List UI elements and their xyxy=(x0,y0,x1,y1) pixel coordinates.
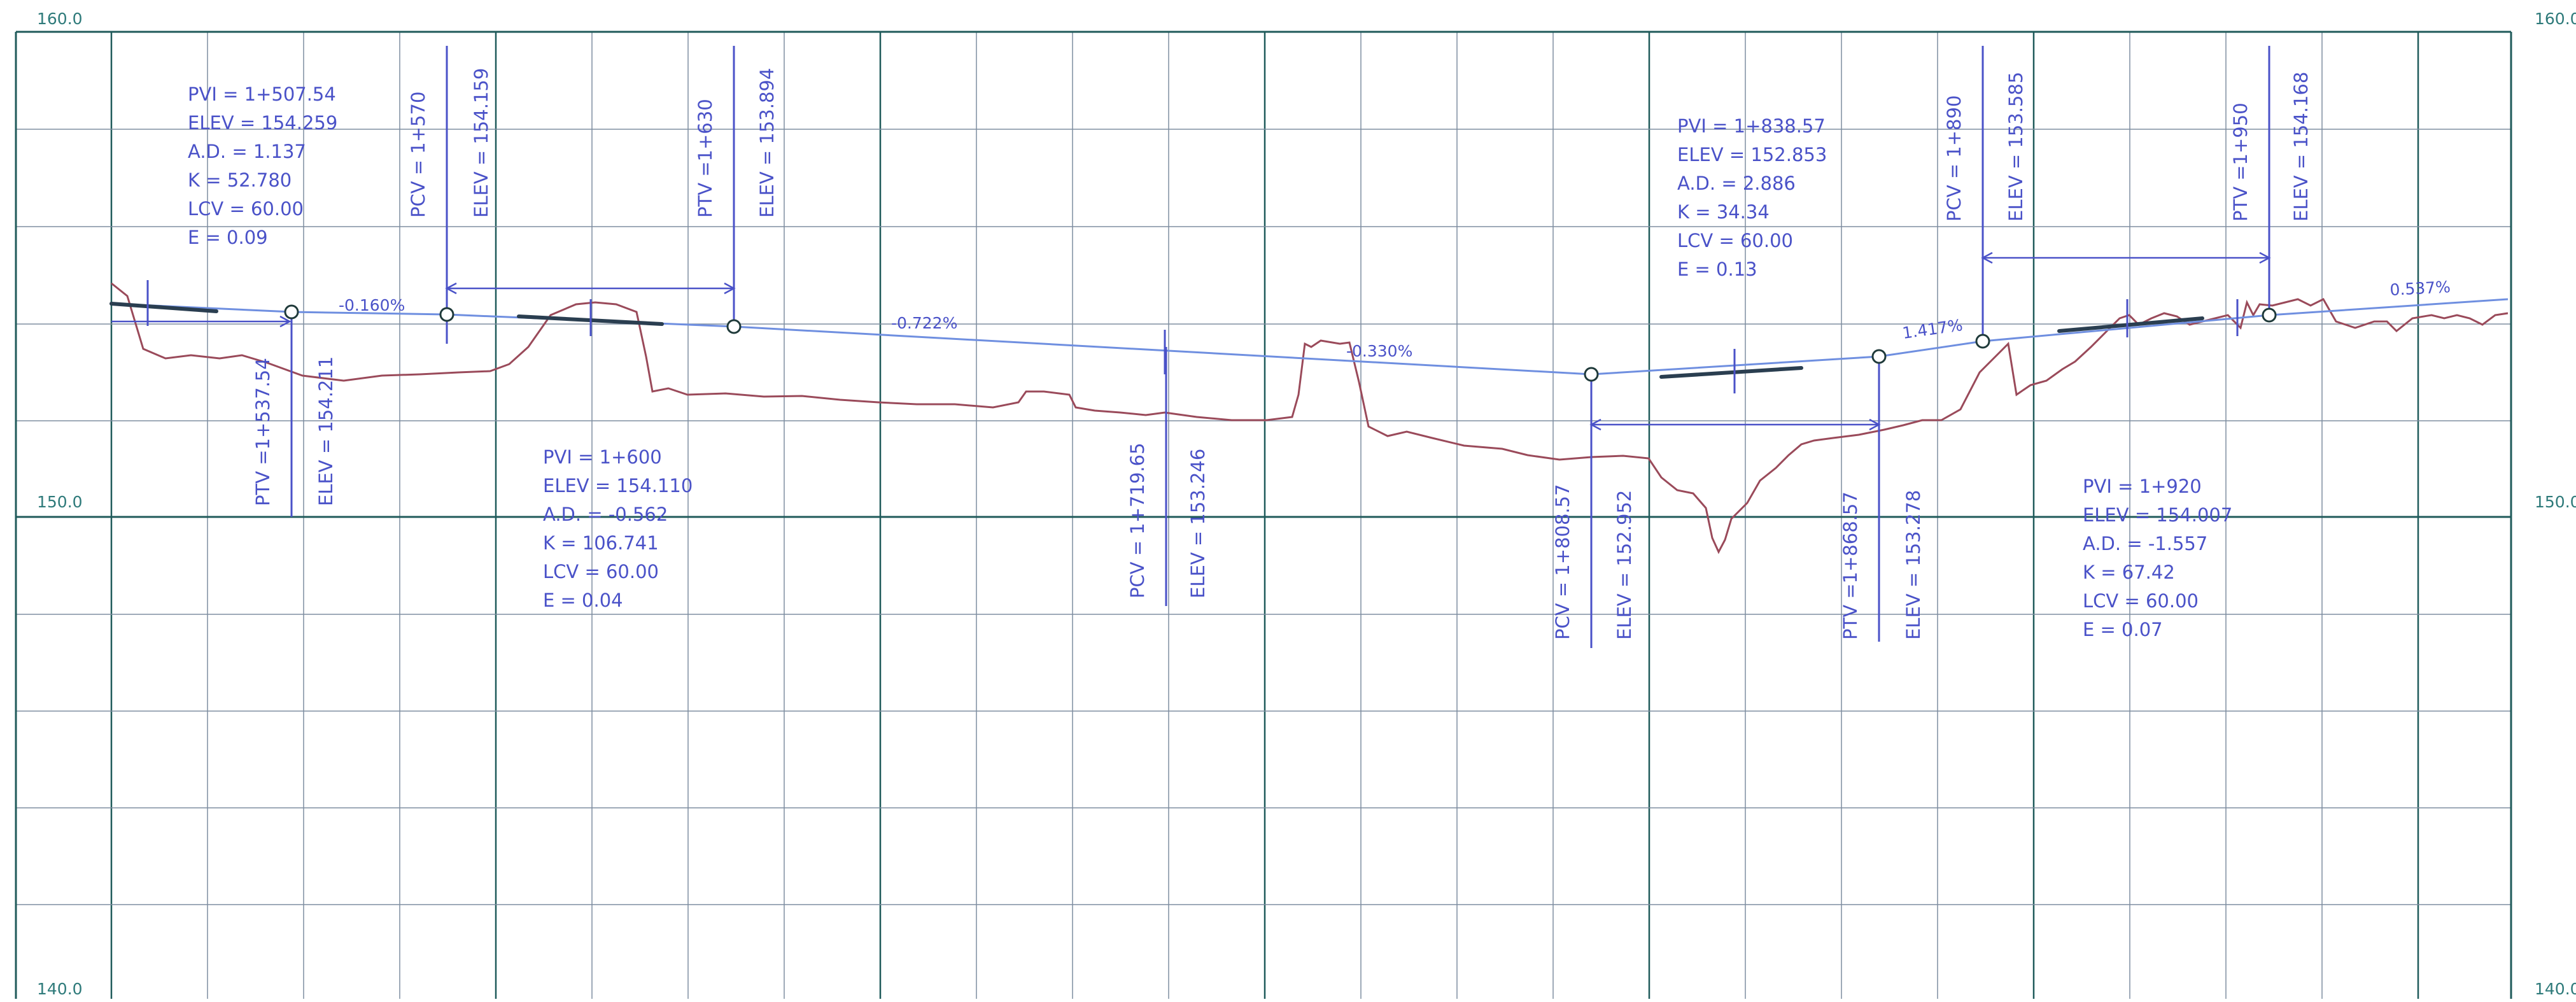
elevation-label-pcv-1890: ELEV = 153.585 xyxy=(2005,72,2027,222)
station-label-ptv-1868: PTV =1+868.57 xyxy=(1840,491,1861,640)
station-label-pcv-1890: PCV = 1+890 xyxy=(1943,95,1965,222)
pvi-line: A.D. = 1.137 xyxy=(188,141,306,162)
station-lines xyxy=(290,46,2270,648)
pvi-line: PVI = 1+600 xyxy=(543,446,662,468)
pvi-line: E = 0.13 xyxy=(1677,258,1757,280)
grade-label: 0.537% xyxy=(2389,278,2451,299)
grid-lines xyxy=(15,31,2512,999)
elevation-label-top-right: 160.0 xyxy=(2535,10,2576,28)
pvi-line: PVI = 1+838.57 xyxy=(1677,115,1826,137)
pvi-line: E = 0.09 xyxy=(188,227,268,248)
pvi-line: LCV = 60.00 xyxy=(2083,590,2199,612)
station-label-pcv-1570: PCV = 1+570 xyxy=(407,92,429,218)
pvi-line: K = 34.34 xyxy=(1677,201,1770,223)
elevation-label-pcv-1570: ELEV = 154.159 xyxy=(470,68,492,218)
pvi-info-block-4: PVI = 1+920 ELEV = 154.007 A.D. = -1.557… xyxy=(2083,476,2232,640)
pvi-line: ELEV = 154.110 xyxy=(543,475,693,497)
elevation-label-ptv-1950: ELEV = 154.168 xyxy=(2290,72,2312,222)
grade-label: -0.722% xyxy=(891,314,957,332)
pvi-line: ELEV = 154.259 xyxy=(188,112,337,134)
pvi-line: A.D. = 2.886 xyxy=(1677,173,1796,194)
pvi-line: LCV = 60.00 xyxy=(1677,230,1793,251)
elevation-scale: 160.0 160.0 150.0 150.0 140.0 140.0 xyxy=(37,10,2576,998)
pvi-line: E = 0.04 xyxy=(543,589,623,611)
pvi-line: K = 67.42 xyxy=(2083,561,2175,583)
station-label-ptv-1537: PTV =1+537.54 xyxy=(252,358,274,506)
grade-labels: -0.160% -0.722% -0.330% 1.417% 0.537% xyxy=(339,278,2451,360)
station-label-pcv-1719: PCV = 1+719.65 xyxy=(1127,442,1148,598)
elevation-label-mid-left: 150.0 xyxy=(37,493,83,511)
pvi-line: PVI = 1+920 xyxy=(2083,476,2202,497)
elevation-label-bottom-right: 140.0 xyxy=(2535,980,2576,998)
pvi-markers xyxy=(146,280,2239,393)
pvi-line: E = 0.07 xyxy=(2083,619,2163,640)
elevation-label-pcv-1719: ELEV = 153.246 xyxy=(1187,449,1209,598)
elevation-label-pcv-1808: ELEV = 152.952 xyxy=(1614,490,1635,640)
pvi-info-block-1: PVI = 1+507.54 ELEV = 154.259 A.D. = 1.1… xyxy=(188,83,337,248)
pvi-line: K = 52.780 xyxy=(188,169,292,191)
pvi-line: ELEV = 154.007 xyxy=(2083,504,2232,526)
station-label-ptv-1630: PTV =1+630 xyxy=(694,99,716,218)
station-labels: PTV =1+537.54 ELEV = 154.211 PCV = 1+570… xyxy=(252,68,2312,640)
profile-points xyxy=(284,304,2277,382)
elevation-label-ptv-1537: ELEV = 154.211 xyxy=(315,356,337,506)
grade-label: -0.160% xyxy=(339,296,405,314)
elevation-label-ptv-1868: ELEV = 153.278 xyxy=(1903,490,1924,640)
grade-label: -0.330% xyxy=(1346,342,1412,360)
pvi-line: LCV = 60.00 xyxy=(188,198,304,220)
elevation-label-top-left: 160.0 xyxy=(37,10,83,28)
pvi-line: PVI = 1+507.54 xyxy=(188,83,336,105)
elevation-label-ptv-1630: ELEV = 153.894 xyxy=(756,68,778,218)
elevation-label-bottom-left: 140.0 xyxy=(37,980,83,998)
pvi-line: LCV = 60.00 xyxy=(543,561,659,582)
existing-ground-line xyxy=(111,282,2509,554)
pvi-line: ELEV = 152.853 xyxy=(1677,144,1827,166)
station-label-pcv-1808: PCV = 1+808.57 xyxy=(1552,484,1573,640)
pvi-line: A.D. = -1.557 xyxy=(2083,533,2207,554)
pvi-line: A.D. = -0.562 xyxy=(543,504,668,525)
tangent-marks xyxy=(109,302,2204,379)
station-label-ptv-1950: PTV =1+950 xyxy=(2230,102,2251,222)
pvi-line: K = 106.741 xyxy=(543,532,659,554)
pvi-info-block-3: PVI = 1+838.57 ELEV = 152.853 A.D. = 2.8… xyxy=(1677,115,1827,280)
pvi-info-block-2: PVI = 1+600 ELEV = 154.110 A.D. = -0.562… xyxy=(543,446,693,611)
elevation-label-mid-right: 150.0 xyxy=(2535,493,2576,511)
